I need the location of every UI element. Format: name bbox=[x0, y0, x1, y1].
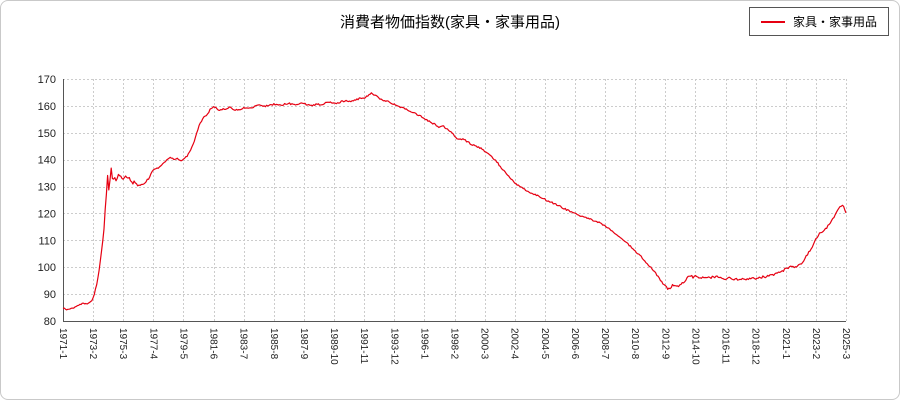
svg-text:1993-12: 1993-12 bbox=[388, 328, 399, 365]
svg-text:2008-7: 2008-7 bbox=[599, 328, 610, 360]
svg-text:2018-12: 2018-12 bbox=[750, 328, 761, 365]
legend: 家具・家事用品 bbox=[748, 7, 889, 36]
svg-text:1975-3: 1975-3 bbox=[117, 328, 128, 360]
svg-text:80: 80 bbox=[44, 316, 56, 328]
svg-text:170: 170 bbox=[38, 74, 56, 86]
svg-text:100: 100 bbox=[38, 262, 56, 274]
svg-text:2000-3: 2000-3 bbox=[479, 328, 490, 360]
series-line bbox=[62, 92, 847, 311]
svg-text:1991-11: 1991-11 bbox=[358, 328, 369, 364]
axes bbox=[63, 79, 846, 322]
svg-text:1977-4: 1977-4 bbox=[147, 328, 158, 360]
svg-text:1996-1: 1996-1 bbox=[418, 328, 429, 360]
svg-text:2021-1: 2021-1 bbox=[780, 328, 791, 360]
svg-text:1989-10: 1989-10 bbox=[328, 328, 339, 365]
svg-text:130: 130 bbox=[38, 182, 56, 194]
x-axis-labels: 1971-1 1973-2 1975-3 1977-4 1979-5 1981-6 1983… bbox=[57, 328, 851, 365]
legend-line-swatch bbox=[760, 20, 785, 23]
svg-text:2025-3: 2025-3 bbox=[840, 328, 851, 360]
svg-text:2023-2: 2023-2 bbox=[810, 328, 821, 360]
svg-text:1973-2: 1973-2 bbox=[87, 328, 98, 360]
y-axis-labels: 80 90 100 110 120 130 140 150 160 170 bbox=[38, 74, 56, 328]
gridlines bbox=[63, 79, 847, 322]
svg-text:1987-9: 1987-9 bbox=[298, 328, 309, 360]
svg-text:1983-7: 1983-7 bbox=[238, 328, 249, 360]
svg-text:1981-6: 1981-6 bbox=[208, 328, 219, 360]
svg-text:2016-11: 2016-11 bbox=[720, 328, 731, 364]
svg-text:1998-2: 1998-2 bbox=[449, 328, 460, 360]
svg-text:150: 150 bbox=[38, 128, 56, 140]
svg-text:1971-1: 1971-1 bbox=[57, 328, 68, 360]
svg-text:2014-10: 2014-10 bbox=[689, 328, 700, 365]
svg-text:110: 110 bbox=[38, 235, 56, 247]
svg-text:90: 90 bbox=[44, 289, 56, 301]
svg-text:140: 140 bbox=[38, 155, 56, 167]
svg-text:1985-8: 1985-8 bbox=[268, 328, 279, 360]
svg-text:2006-6: 2006-6 bbox=[569, 328, 580, 360]
svg-text:2012-9: 2012-9 bbox=[659, 328, 670, 360]
svg-text:160: 160 bbox=[38, 101, 56, 113]
svg-text:2004-5: 2004-5 bbox=[539, 328, 550, 360]
svg-text:2010-8: 2010-8 bbox=[629, 328, 640, 360]
svg-text:1979-5: 1979-5 bbox=[178, 328, 189, 360]
svg-text:120: 120 bbox=[38, 208, 56, 220]
legend-label: 家具・家事用品 bbox=[792, 15, 877, 29]
svg-text:2002-4: 2002-4 bbox=[509, 328, 520, 360]
